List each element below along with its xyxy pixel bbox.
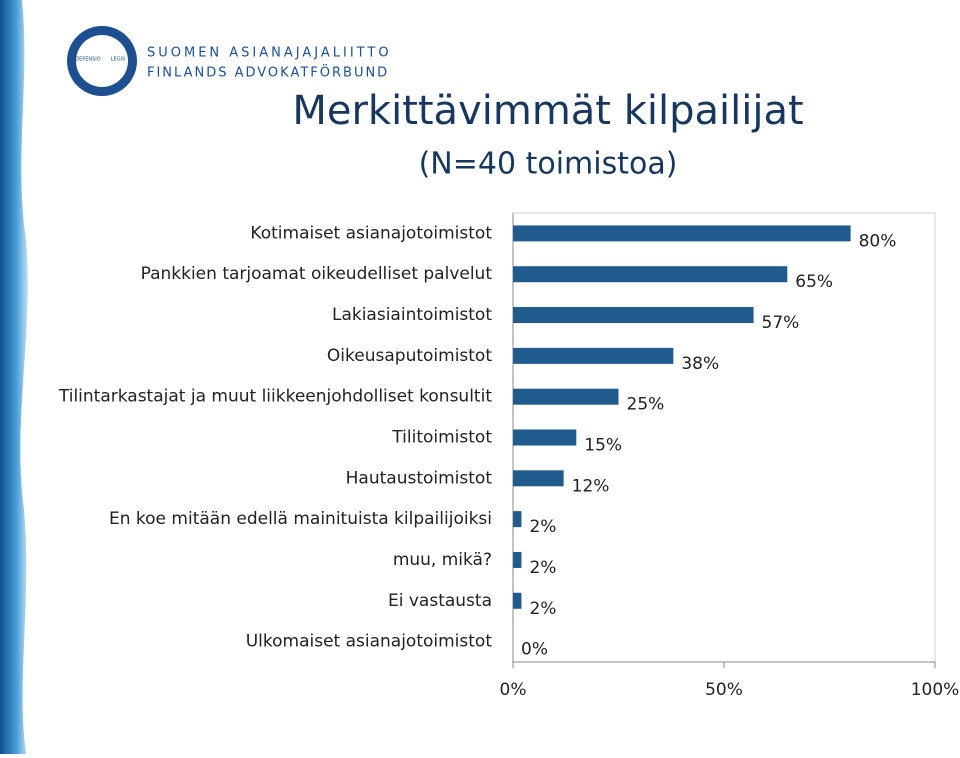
logo: DEFENSIO LEGIS SUOMEN ASIANAJAJALIITTO F… xyxy=(67,26,392,96)
bar xyxy=(513,347,674,364)
value-label: 2% xyxy=(529,517,556,537)
value-label: 38% xyxy=(681,354,719,374)
y-tick-label: Hautaustoimistot xyxy=(346,468,493,488)
org-name: SUOMEN ASIANAJAJALIITTO xyxy=(147,46,392,61)
bar xyxy=(513,470,564,487)
y-tick-label: Ulkomaiset asianajotoimistot xyxy=(246,632,493,652)
chart-title: Merkittävimmät kilpailijat xyxy=(292,88,803,134)
bar xyxy=(513,551,522,568)
value-label: 57% xyxy=(762,313,800,333)
value-label: 25% xyxy=(627,395,665,415)
bar xyxy=(513,266,788,283)
y-tick-label: Tilintarkastajat ja muut liikkeenjohdoll… xyxy=(58,387,492,407)
y-tick-label: Oikeusaputoimistot xyxy=(327,346,492,366)
value-label: 80% xyxy=(859,231,897,251)
y-tick-label: Kotimaiset asianajotoimistot xyxy=(250,223,492,243)
chart-subtitle: (N=40 toimistoa) xyxy=(419,147,678,182)
x-tick-label: 0% xyxy=(500,680,527,700)
y-tick-label: Ei vastausta xyxy=(388,591,492,611)
x-tick-label: 50% xyxy=(705,680,743,700)
bar xyxy=(513,307,754,324)
logo-motto: LEGIS xyxy=(111,57,125,63)
y-tick-label: Tilitoimistot xyxy=(391,428,492,448)
value-label: 12% xyxy=(572,476,610,496)
y-tick-label: En koe mitään edellä mainituista kilpail… xyxy=(109,509,492,529)
y-tick-label: Lakiasiaintoimistot xyxy=(332,305,492,325)
bar xyxy=(513,225,851,242)
bar xyxy=(513,592,522,609)
org-name: FINLANDS ADVOKATFÖRBUND xyxy=(147,64,389,81)
y-tick-label: muu, mikä? xyxy=(393,550,492,570)
value-label: 65% xyxy=(795,272,833,292)
logo-inner xyxy=(76,35,128,87)
value-label: 0% xyxy=(521,640,548,660)
y-tick-label: Pankkien tarjoamat oikeudelliset palvelu… xyxy=(141,264,493,284)
bar xyxy=(513,511,522,528)
value-label: 2% xyxy=(529,558,556,578)
value-label: 15% xyxy=(584,436,622,456)
side-decoration xyxy=(0,0,28,754)
bar xyxy=(513,429,577,446)
logo-motto: DEFENSIO xyxy=(75,57,100,63)
x-tick-label: 100% xyxy=(911,680,960,700)
bar xyxy=(513,388,619,405)
value-label: 2% xyxy=(529,599,556,619)
